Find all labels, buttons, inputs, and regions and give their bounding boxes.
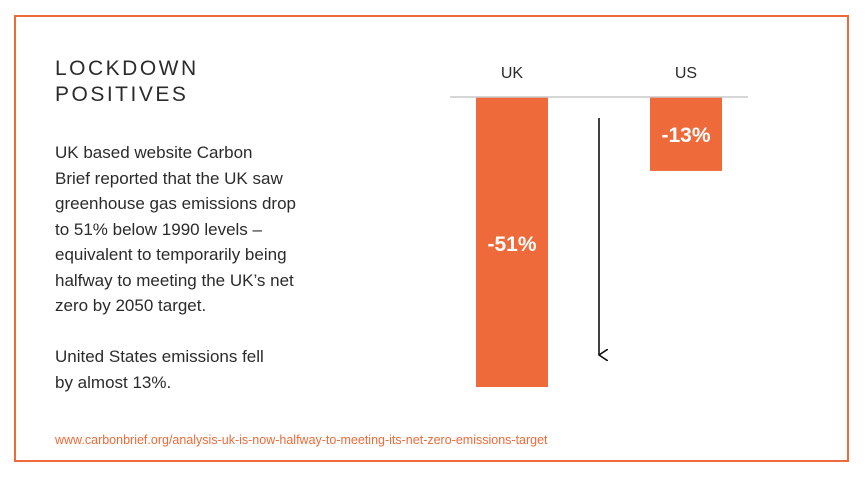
category-label-uk: UK — [501, 65, 524, 82]
bar-us — [650, 97, 722, 171]
paragraph-line: UK based website Carbon — [55, 143, 253, 162]
paragraph-line: United States emissions fell — [55, 347, 264, 366]
data-label-uk: -51% — [487, 233, 536, 256]
page-title: LOCKDOWN POSITIVES — [55, 56, 295, 108]
data-label-us: -13% — [661, 124, 710, 147]
source-link[interactable]: www.carbonbrief.org/analysis-uk-is-now-h… — [55, 433, 548, 447]
paragraph-line: to 51% below 1990 levels – — [55, 219, 262, 239]
title-line-1: LOCKDOWN — [55, 57, 199, 80]
bar-uk — [476, 97, 548, 387]
us-paragraph: United States emissions fell by almost 1… — [55, 344, 355, 395]
paragraph-line: zero by 2050 target. — [55, 296, 207, 315]
paragraph-line: Brief reported that the UK saw — [55, 168, 283, 188]
uk-paragraph: UK based website Carbon Brief reported t… — [55, 140, 355, 319]
category-label-us: US — [675, 65, 697, 82]
card-border — [14, 15, 849, 462]
paragraph-line: greenhouse gas emissions drop — [55, 194, 296, 213]
paragraph-line: by almost 13%. — [55, 372, 172, 392]
paragraph-line: halfway to meeting the UK’s net — [55, 270, 294, 290]
paragraph-line: equivalent to temporarily being — [55, 245, 287, 264]
title-line-2: POSITIVES — [55, 83, 189, 106]
